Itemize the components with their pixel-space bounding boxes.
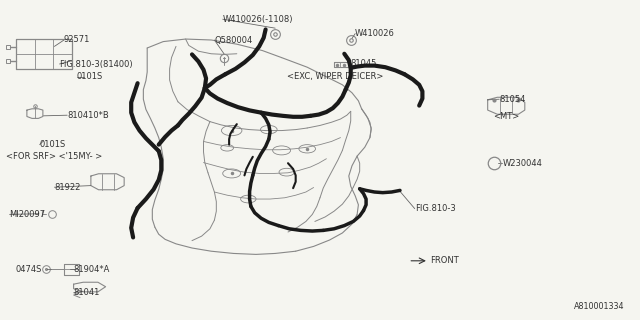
Text: 92571: 92571 (64, 36, 90, 44)
Text: A810001334: A810001334 (573, 302, 624, 311)
Text: 0474S: 0474S (16, 265, 42, 274)
Text: 81054: 81054 (499, 95, 525, 104)
Text: 0101S: 0101S (40, 140, 66, 149)
Text: 0101S: 0101S (77, 72, 103, 81)
Text: <FOR SRF> <'15MY- >: <FOR SRF> <'15MY- > (6, 152, 102, 161)
Text: FRONT: FRONT (430, 256, 459, 265)
Text: 81045: 81045 (351, 60, 377, 68)
Text: <MT>: <MT> (493, 112, 519, 121)
Text: 81922: 81922 (54, 183, 81, 192)
Text: 81041: 81041 (74, 288, 100, 297)
Text: W410026: W410026 (355, 29, 395, 38)
Text: Q580004: Q580004 (214, 36, 253, 44)
Text: 81904*A: 81904*A (74, 265, 110, 274)
Text: W410026(-1108): W410026(-1108) (223, 15, 293, 24)
Text: 810410*B: 810410*B (67, 111, 109, 120)
Text: MI20097: MI20097 (10, 210, 45, 219)
Text: <EXC, WIPER DEICER>: <EXC, WIPER DEICER> (287, 72, 383, 81)
Text: FIG.810-3: FIG.810-3 (415, 204, 456, 213)
Text: W230044: W230044 (502, 159, 542, 168)
Text: FIG.810-3(81400): FIG.810-3(81400) (60, 60, 133, 68)
